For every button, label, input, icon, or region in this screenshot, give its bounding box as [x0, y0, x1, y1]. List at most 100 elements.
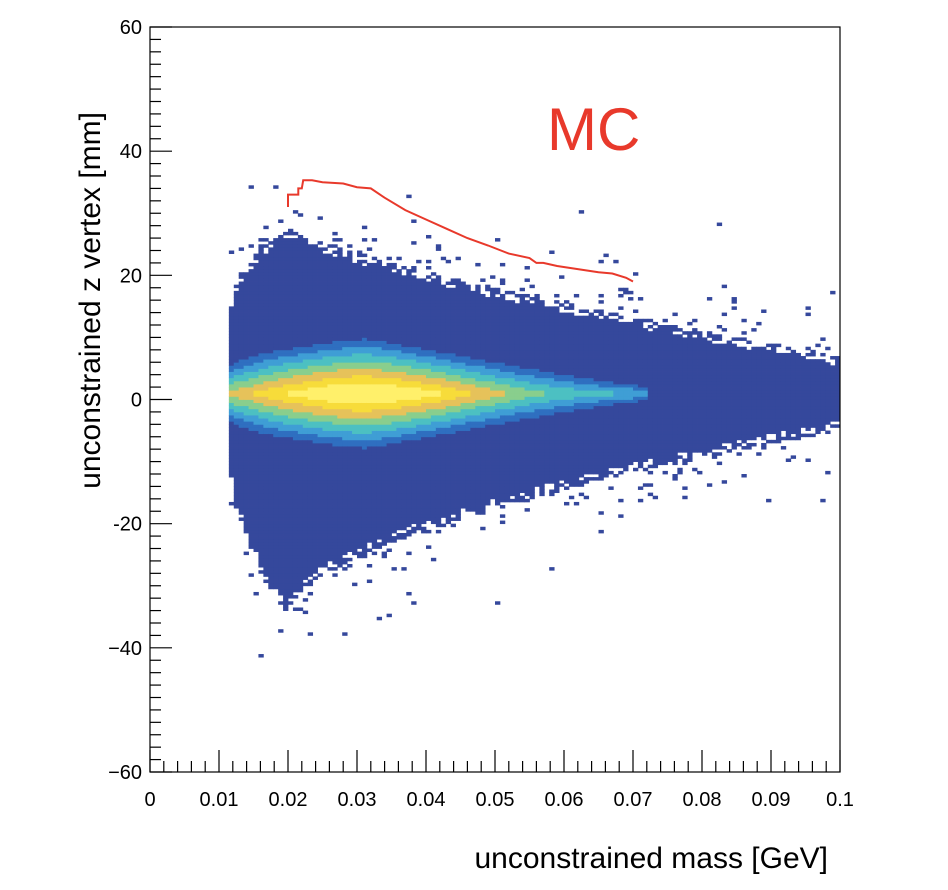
heatmap-cell	[450, 312, 456, 317]
heatmap-cell	[288, 514, 294, 518]
heatmap-cell	[273, 570, 279, 574]
heatmap-cell	[273, 253, 279, 258]
heatmap-cell	[352, 387, 358, 391]
heatmap-cell	[317, 408, 323, 413]
heatmap-cell	[292, 548, 299, 552]
heatmap-cell	[248, 352, 254, 357]
heatmap-cell	[421, 470, 427, 475]
heatmap-cell	[440, 390, 447, 394]
heatmap-cell	[440, 297, 447, 301]
heatmap-cell	[386, 430, 392, 435]
heatmap-cell	[465, 334, 471, 338]
heatmap-cell	[243, 529, 249, 534]
heatmap-cell	[233, 346, 240, 351]
heatmap-cell	[243, 470, 249, 475]
heatmap-cell	[361, 545, 368, 549]
heatmap-cell	[302, 474, 309, 478]
heatmap-cell	[307, 548, 314, 552]
heatmap-cell	[352, 514, 358, 518]
heatmap-cell	[302, 461, 309, 466]
heatmap-cell	[283, 492, 289, 497]
heatmap-cell	[258, 387, 264, 391]
heatmap-cell	[485, 430, 491, 435]
heatmap-cell	[470, 505, 476, 509]
heatmap-cell	[411, 293, 417, 298]
heatmap-cell	[342, 536, 348, 540]
heatmap-cell	[283, 346, 289, 351]
heatmap-cell	[391, 467, 397, 472]
heatmap-cell	[475, 368, 481, 372]
heatmap-cell	[352, 281, 358, 286]
heatmap-cell	[435, 290, 442, 295]
heatmap-cell	[475, 492, 481, 497]
heatmap-cell	[317, 303, 323, 307]
heatmap-cell	[233, 371, 240, 376]
heatmap-cell	[258, 374, 264, 379]
heatmap-cell	[317, 564, 323, 568]
heatmap-cell	[430, 464, 437, 469]
heatmap-cell	[253, 523, 259, 528]
heatmap-cell	[248, 477, 254, 481]
heatmap-cell	[421, 411, 427, 416]
heatmap-cell	[288, 318, 294, 323]
heatmap-cell	[307, 266, 314, 270]
heatmap-cell	[440, 464, 447, 469]
heatmap-cell	[312, 287, 318, 292]
heatmap-cell	[386, 492, 392, 497]
heatmap-cell	[238, 247, 245, 251]
heatmap-cell	[460, 390, 466, 394]
heatmap-cell	[253, 511, 259, 515]
heatmap-cell	[342, 269, 348, 273]
heatmap-cell	[283, 309, 289, 313]
heatmap-cell	[450, 405, 456, 410]
heatmap-cell	[307, 393, 314, 397]
heatmap-cell	[430, 349, 437, 354]
heatmap-cell	[426, 287, 432, 292]
heatmap-cell	[337, 548, 343, 552]
heatmap-cell	[233, 359, 240, 363]
heatmap-cell	[332, 328, 338, 332]
heatmap-cell	[268, 284, 274, 289]
heatmap-cell	[297, 548, 304, 552]
heatmap-cell	[302, 520, 309, 525]
heatmap-cell	[381, 539, 387, 543]
heatmap-cell	[288, 446, 294, 450]
heatmap-cell	[401, 415, 407, 419]
heatmap-cell	[386, 278, 392, 282]
heatmap-cell	[426, 309, 432, 313]
heatmap-cell	[470, 306, 476, 310]
heatmap-cell	[268, 461, 274, 466]
heatmap-cell	[248, 321, 254, 326]
heatmap-cell	[460, 433, 466, 438]
heatmap-cell	[435, 461, 442, 466]
heatmap-cell	[322, 253, 328, 258]
heatmap-cell	[263, 511, 269, 515]
heatmap-cell	[332, 433, 338, 438]
heatmap-cell	[480, 495, 486, 500]
heatmap-cell	[391, 520, 397, 525]
heatmap-cell	[435, 318, 442, 323]
heatmap-cell	[288, 331, 294, 335]
heatmap-cell	[342, 399, 348, 403]
heatmap-cell	[416, 418, 422, 422]
heatmap-cell	[460, 418, 466, 422]
heatmap-cell	[490, 349, 496, 354]
heatmap-cell	[258, 328, 264, 332]
heatmap-cell	[342, 368, 348, 372]
heatmap-cell	[450, 287, 456, 292]
heatmap-cell	[450, 467, 456, 472]
heatmap-cell	[327, 402, 333, 407]
heatmap-cell	[292, 393, 299, 397]
heatmap-cell	[445, 464, 452, 469]
heatmap-cell	[391, 477, 397, 481]
heatmap-cell	[273, 238, 279, 242]
heatmap-cell	[352, 508, 358, 512]
heatmap-cell	[391, 352, 397, 357]
heatmap-cell	[332, 554, 338, 559]
heatmap-cell	[361, 272, 368, 276]
heatmap-cell	[263, 393, 269, 397]
heatmap-cell	[386, 331, 392, 335]
heatmap-cell	[233, 433, 240, 438]
heatmap-cell	[490, 309, 496, 313]
heatmap-cell	[297, 554, 304, 559]
